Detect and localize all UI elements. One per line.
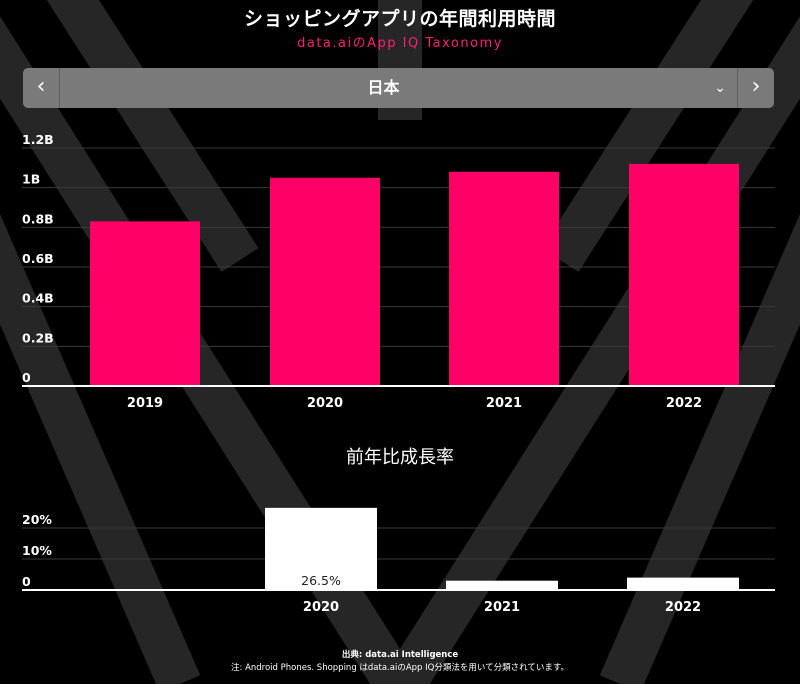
- selected-country[interactable]: 日本: [367, 78, 400, 97]
- chevron-down-icon[interactable]: ⌄: [714, 80, 726, 96]
- source-note: 出典: data.ai Intelligence: [341, 650, 459, 660]
- chart-subtitle: data.aiのApp IQ Taxonomy: [297, 36, 503, 51]
- country-selector[interactable]: ‹ 日本 ⌄ ›: [23, 68, 774, 108]
- growth-chart-title: 前年比成長率: [346, 447, 454, 468]
- chevron-right-icon[interactable]: ›: [737, 68, 774, 108]
- footnote: 注: Android Phones. Shopping はdata.aiのApp…: [231, 663, 569, 673]
- chevron-left-icon[interactable]: ‹: [23, 68, 60, 108]
- chart-title: ショッピングアプリの年間利用時間: [243, 8, 556, 30]
